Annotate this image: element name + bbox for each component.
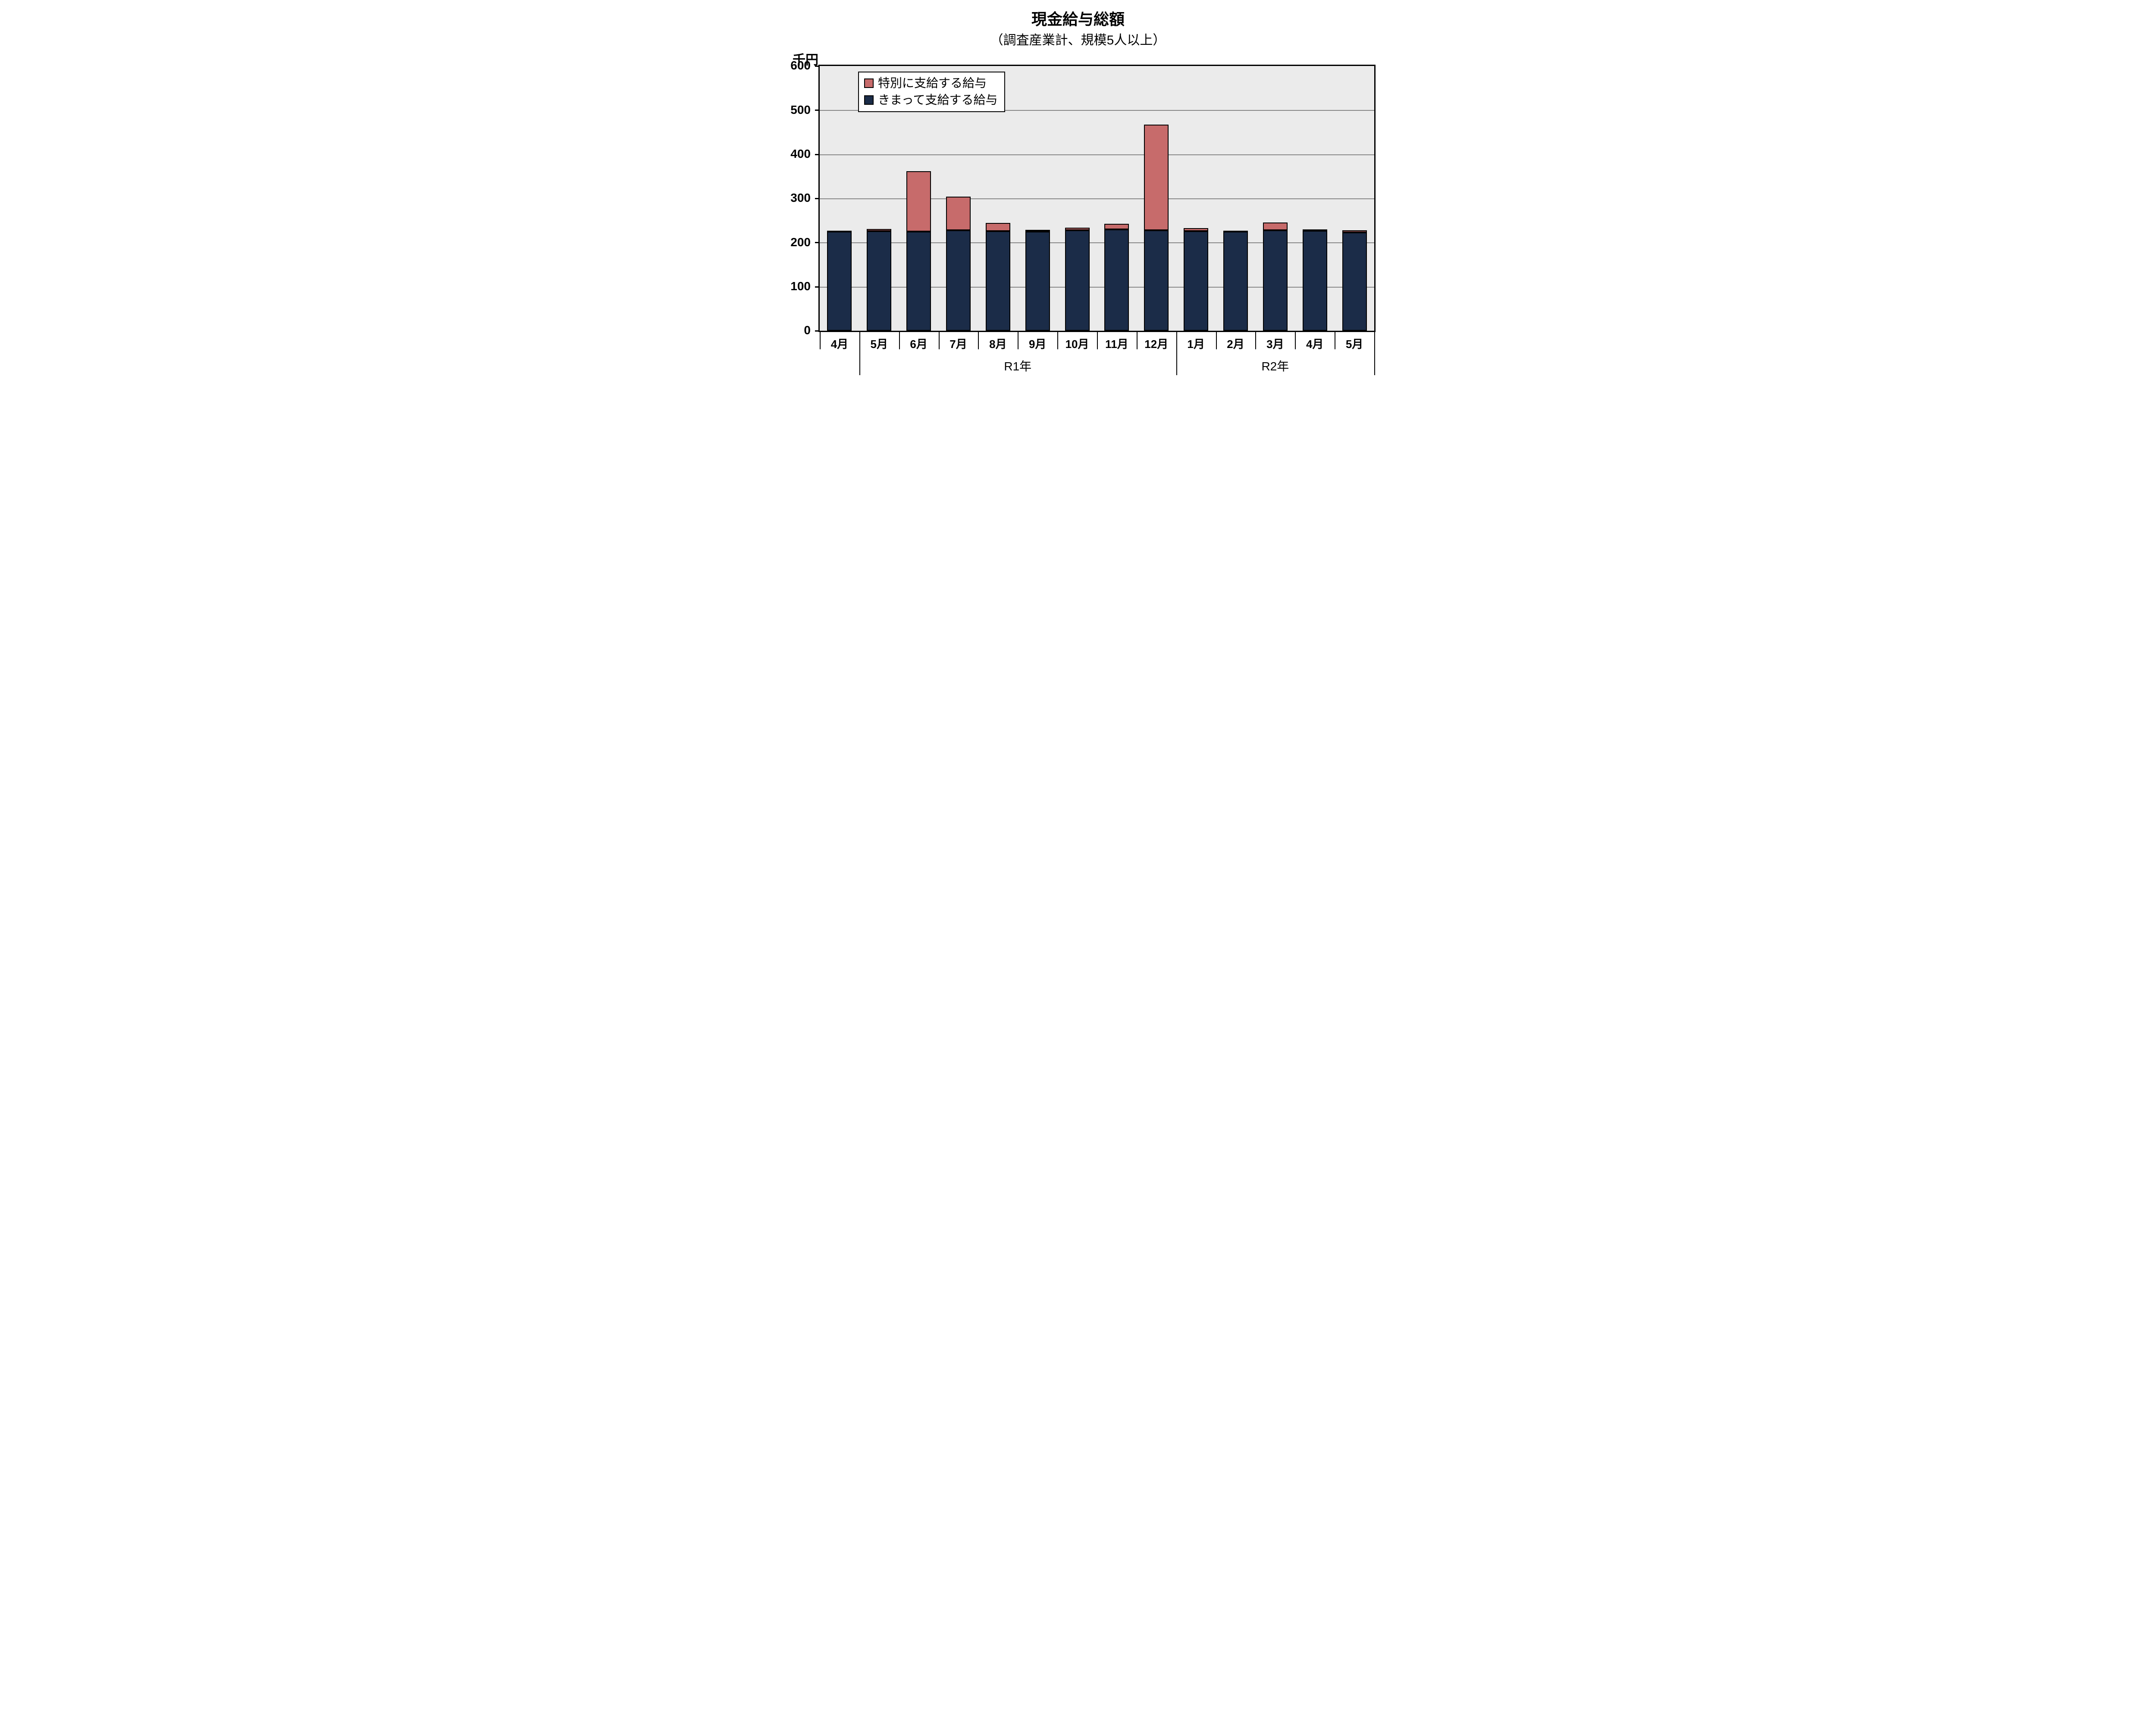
y-tick-label: 0 [772, 323, 811, 337]
x-tick-label: 5月 [1335, 335, 1374, 351]
gridline [820, 154, 1374, 155]
y-tick-label: 400 [772, 147, 811, 161]
bar [827, 66, 852, 331]
y-tick-mark [815, 330, 818, 332]
y-tick-mark [815, 110, 818, 111]
bar-segment-special [906, 171, 931, 232]
x-tick-label: 11月 [1097, 335, 1137, 351]
bar-segment-special [1065, 228, 1090, 230]
y-tick-mark [815, 154, 818, 155]
chart-area: 千円 01002003004005006004月5月6月7月8月9月10月11月… [772, 52, 1384, 431]
x-group-label: R1年 [859, 357, 1176, 374]
y-tick-label: 500 [772, 103, 811, 117]
bar-segment-regular [906, 232, 931, 331]
bar-segment-regular [1223, 231, 1248, 331]
x-tick-label: 4月 [820, 335, 859, 351]
bar-segment-special [1303, 229, 1327, 231]
x-tick-label: 1月 [1176, 335, 1216, 351]
bar-segment-regular [1065, 230, 1090, 331]
x-tick-label: 8月 [978, 335, 1018, 351]
bar [1144, 66, 1169, 331]
gridline [820, 242, 1374, 243]
y-tick-label: 200 [772, 235, 811, 249]
gridline [820, 198, 1374, 199]
y-tick-mark [815, 242, 818, 243]
x-tick-label: 2月 [1216, 335, 1256, 351]
bar-segment-special [946, 197, 971, 230]
bar-segment-special [986, 223, 1010, 231]
bar-segment-regular [1025, 232, 1050, 331]
bar-segment-regular [946, 230, 971, 331]
bar [1104, 66, 1129, 331]
bar-segment-special [827, 231, 852, 232]
chart-container: 現金給与総額 （調査産業計、規模5人以上） 千円 010020030040050… [759, 0, 1397, 436]
bar-segment-regular [1342, 232, 1367, 331]
legend-label: 特別に支給する給与 [878, 77, 987, 90]
chart-title: 現金給与総額 [763, 7, 1393, 29]
x-tick-label: 10月 [1057, 335, 1097, 351]
legend-swatch [864, 95, 874, 105]
x-tick-label: 3月 [1255, 335, 1295, 351]
x-tick-label: 7月 [939, 335, 978, 351]
bar-segment-regular [1144, 230, 1169, 331]
bar-segment-regular [1303, 231, 1327, 331]
x-tick-label: 4月 [1295, 335, 1335, 351]
y-tick-label: 300 [772, 191, 811, 205]
legend-item: きまって支給する給与 [864, 94, 997, 107]
bar-segment-regular [986, 231, 1010, 331]
bar [1223, 66, 1248, 331]
bar-segment-special [1104, 224, 1129, 229]
bar-segment-special [867, 229, 891, 231]
bar-segment-special [1342, 230, 1367, 232]
legend-swatch [864, 78, 874, 88]
legend: 特別に支給する給与きまって支給する給与 [858, 72, 1005, 112]
bar-segment-regular [1263, 230, 1288, 331]
y-tick-label: 100 [772, 279, 811, 293]
bar-segment-regular [1184, 231, 1208, 331]
bar [1263, 66, 1288, 331]
x-tick-label: 9月 [1018, 335, 1057, 351]
x-group-separator [1374, 332, 1375, 375]
bar [1303, 66, 1327, 331]
bar-segment-special [1223, 231, 1248, 232]
bar-segment-special [1263, 223, 1288, 230]
bar [1342, 66, 1367, 331]
x-tick-label: 6月 [899, 335, 939, 351]
y-tick-mark [815, 286, 818, 288]
y-tick-label: 600 [772, 59, 811, 72]
legend-label: きまって支給する給与 [878, 94, 997, 107]
gridline [820, 287, 1374, 288]
bar-segment-regular [827, 231, 852, 331]
bar [1184, 66, 1208, 331]
x-tick-label: 12月 [1137, 335, 1176, 351]
y-tick-mark [815, 198, 818, 199]
y-tick-mark [815, 66, 818, 67]
bar [1025, 66, 1050, 331]
bar-segment-special [1184, 228, 1208, 231]
bar-segment-regular [867, 231, 891, 331]
bar-segment-regular [1104, 229, 1129, 331]
bar-segment-special [1144, 125, 1169, 230]
x-tick-label: 5月 [859, 335, 899, 351]
bar [1065, 66, 1090, 331]
x-group-label: R2年 [1176, 357, 1374, 374]
legend-item: 特別に支給する給与 [864, 77, 997, 90]
bar-segment-special [1025, 230, 1050, 232]
chart-subtitle: （調査産業計、規模5人以上） [763, 29, 1393, 48]
